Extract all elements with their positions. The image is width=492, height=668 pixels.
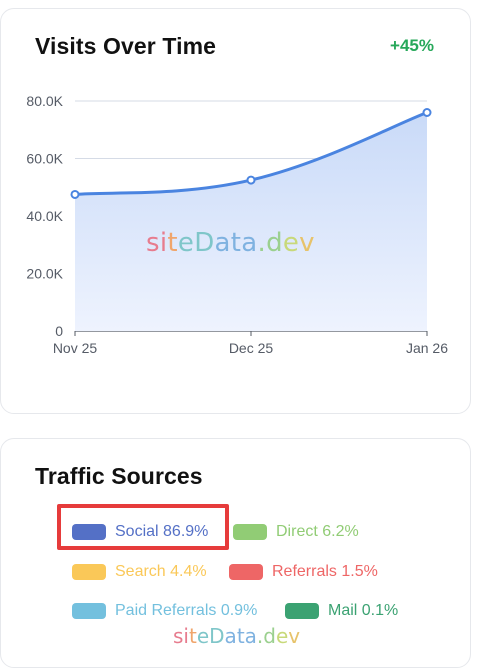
legend-item-referrals[interactable]: Referrals 1.5% — [229, 563, 378, 581]
legend-swatch-referrals — [229, 564, 263, 580]
legend-label-social: Social 86.9% — [115, 523, 209, 540]
legend-swatch-direct — [233, 524, 267, 540]
legend-label-mail: Mail 0.1% — [328, 602, 399, 619]
legend-label-direct: Direct 6.2% — [276, 523, 359, 540]
legend-label-paid-referrals: Paid Referrals 0.9% — [115, 602, 258, 619]
visits-watermark: siteData.dev — [146, 228, 315, 258]
legend-item-mail[interactable]: Mail 0.1% — [285, 602, 398, 620]
y-tick-label: 0 — [55, 323, 63, 339]
traffic-watermark: siteData.dev — [173, 624, 301, 648]
legend-item-direct[interactable]: Direct 6.2% — [233, 523, 359, 541]
x-tick-label: Dec 25 — [229, 340, 274, 356]
legend-item-social[interactable]: Social 86.9% — [72, 523, 208, 541]
legend-item-paid-referrals[interactable]: Paid Referrals 0.9% — [72, 602, 257, 620]
traffic-card: Traffic Sources Social 86.9% Direct 6.2%… — [0, 438, 471, 668]
legend-swatch-social — [72, 524, 106, 540]
data-point[interactable] — [422, 108, 432, 117]
y-tick-label: 60.0K — [26, 151, 63, 167]
visits-area-fill — [75, 112, 427, 331]
y-tick-label: 40.0K — [26, 208, 63, 224]
data-point[interactable] — [70, 189, 80, 199]
data-point[interactable] — [246, 175, 256, 185]
x-tick-label: Nov 25 — [53, 340, 98, 356]
visits-title: Visits Over Time — [35, 33, 217, 59]
y-tick-label: 20.0K — [26, 266, 63, 282]
x-tick-label: Jan 26 — [406, 340, 448, 356]
legend-item-search[interactable]: Search 4.4% — [72, 563, 207, 581]
legend-label-search: Search 4.4% — [115, 563, 207, 580]
y-tick-label: 80.0K — [26, 93, 63, 109]
social-highlight-box — [57, 504, 229, 550]
legend-swatch-mail — [285, 603, 319, 619]
legend-label-referrals: Referrals 1.5% — [272, 563, 378, 580]
visits-card: Visits Over Time +45% 0 20.0K 40.0K 60.0K 80… — [0, 8, 471, 414]
visits-change-badge: +45% — [390, 36, 434, 55]
legend-swatch-search — [72, 564, 106, 580]
traffic-title: Traffic Sources — [35, 463, 203, 489]
legend-swatch-paid-referrals — [72, 603, 106, 619]
